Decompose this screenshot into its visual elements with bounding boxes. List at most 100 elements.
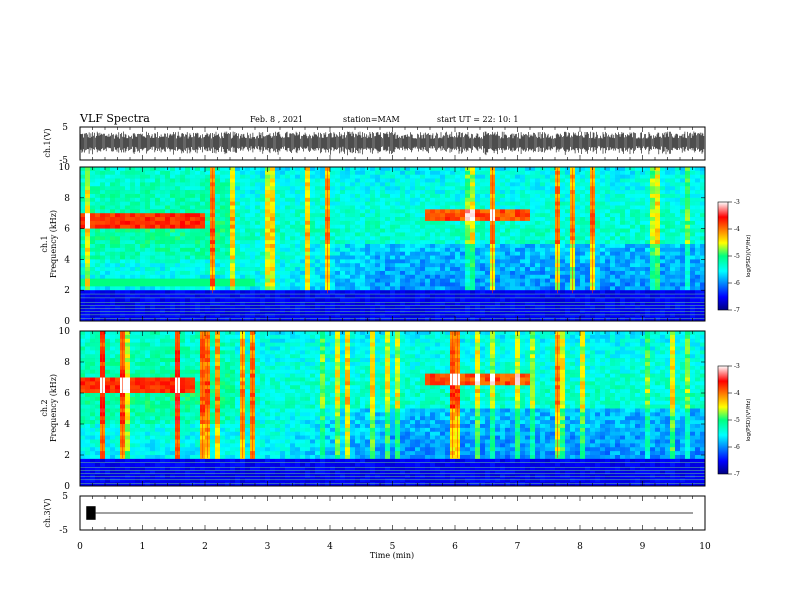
- spectrogram-cell: [220, 259, 226, 264]
- spectrogram-cell: [175, 209, 181, 214]
- spectrogram-cell: [335, 301, 341, 306]
- spectrogram-cell: [425, 317, 431, 322]
- spectrogram-cell: [505, 267, 511, 272]
- spectrogram-cell: [485, 247, 491, 252]
- spectrogram-cell: [340, 209, 346, 214]
- spectrogram-cell: [335, 244, 341, 249]
- spectrogram-cell: [195, 282, 201, 287]
- spectrogram-cell: [80, 236, 86, 241]
- spectrogram-cell: [370, 301, 376, 306]
- spectrogram-cell: [580, 193, 586, 199]
- spectrogram-cell: [440, 182, 446, 187]
- spectrogram-cell: [130, 193, 136, 199]
- spectrogram-cell: [685, 193, 691, 199]
- spectrogram-cell: [160, 267, 166, 272]
- spectrogram-cell: [190, 305, 196, 310]
- spectrogram-cell: [100, 209, 106, 214]
- spectrogram-cell: [685, 297, 691, 303]
- spectrogram-cell: [100, 259, 106, 264]
- spectrogram-cell: [155, 259, 161, 264]
- spectrogram-cell: [255, 213, 261, 218]
- spectrogram-cell: [195, 197, 201, 202]
- spectrogram-cell: [275, 313, 281, 318]
- spectrogram-cell: [300, 186, 306, 191]
- spectrogram-cell: [615, 270, 621, 276]
- spectrogram-cell: [620, 217, 626, 222]
- spectrogram-cell: [400, 247, 406, 252]
- spectrogram-cell: [515, 232, 521, 237]
- spectrogram-cell: [540, 313, 546, 318]
- spectrogram-cell: [680, 270, 686, 276]
- spectrogram-cell: [415, 259, 421, 264]
- spectrogram-cell: [265, 286, 271, 291]
- spectrogram-cell: [270, 220, 276, 226]
- spectrogram-cell: [565, 232, 571, 237]
- spectrogram-cell: [160, 205, 166, 210]
- spectrogram-cell: [280, 240, 286, 245]
- spectrogram-cell: [510, 224, 516, 229]
- spectrogram-cell: [485, 286, 491, 291]
- spectrogram-cell: [595, 228, 601, 233]
- spectrogram-cell: [150, 274, 156, 279]
- spectrogram-cell: [500, 174, 506, 179]
- spectrogram-cell: [630, 213, 636, 218]
- spectrogram-cell: [250, 290, 256, 295]
- spectrogram-cell: [180, 313, 186, 318]
- spectrogram-cell: [425, 170, 431, 175]
- spectrogram-cell: [260, 197, 266, 202]
- spectrogram-cell: [620, 274, 626, 279]
- spectrogram-cell: [560, 224, 566, 229]
- spectrogram-cell: [250, 228, 256, 233]
- spectrogram-cell: [450, 290, 456, 295]
- spectrogram-cell: [445, 209, 451, 214]
- spectrogram-cell: [270, 294, 276, 299]
- spectrogram-cell: [685, 224, 691, 229]
- spectrogram-cell: [390, 259, 396, 264]
- spectrogram-cell: [610, 263, 616, 268]
- spectrogram-cell: [550, 201, 556, 206]
- spectrogram-cell: [135, 205, 141, 210]
- spectrogram-cell: [675, 259, 681, 264]
- spectrogram-cell: [225, 301, 231, 306]
- spectrogram-cell: [450, 313, 456, 318]
- spectrogram-cell: [585, 274, 591, 279]
- spectrogram-cell: [410, 170, 416, 175]
- spectrogram-cell: [495, 236, 501, 241]
- spectrogram-cell: [660, 178, 666, 183]
- spectrogram-cell: [405, 313, 411, 318]
- spectrogram-cell: [510, 213, 516, 218]
- spectrogram-cell: [195, 167, 201, 172]
- spectrogram-cell: [110, 213, 116, 218]
- spectrogram-cell: [460, 278, 466, 283]
- spectrogram-cell: [265, 244, 271, 249]
- spectrogram-cell: [420, 313, 426, 318]
- spectrogram-cell: [455, 167, 461, 172]
- spectrogram-cell: [180, 263, 186, 268]
- spectrogram-cell: [450, 259, 456, 264]
- spectrogram-cell: [235, 286, 241, 291]
- spectrogram-cell: [445, 297, 451, 303]
- spectrogram-cell: [255, 274, 261, 279]
- spectrogram-cell: [310, 317, 316, 322]
- spectrogram-cell: [120, 294, 126, 299]
- spectrogram-cell: [600, 182, 606, 187]
- spectrogram-cell: [135, 240, 141, 245]
- spectrogram-cell: [145, 170, 151, 175]
- spectrogram-cell: [195, 170, 201, 175]
- spectrogram-cell: [120, 167, 126, 172]
- spectrogram-cell: [120, 301, 126, 306]
- spectrogram-cell: [560, 217, 566, 222]
- spectrogram-cell: [675, 236, 681, 241]
- spectrogram-cell: [260, 270, 266, 276]
- spectrogram-cell: [290, 205, 296, 210]
- spectrogram-cell: [610, 317, 616, 322]
- spectrogram-cell: [385, 317, 391, 322]
- spectrogram-cell: [600, 286, 606, 291]
- spectrogram-cell: [540, 240, 546, 245]
- spectrogram-cell: [640, 232, 646, 237]
- spectrogram-cell: [660, 213, 666, 218]
- spectrogram-cell: [305, 263, 311, 268]
- spectrogram-cell: [270, 263, 276, 268]
- spectrogram-cell: [405, 178, 411, 183]
- spectrogram-cell: [500, 217, 506, 222]
